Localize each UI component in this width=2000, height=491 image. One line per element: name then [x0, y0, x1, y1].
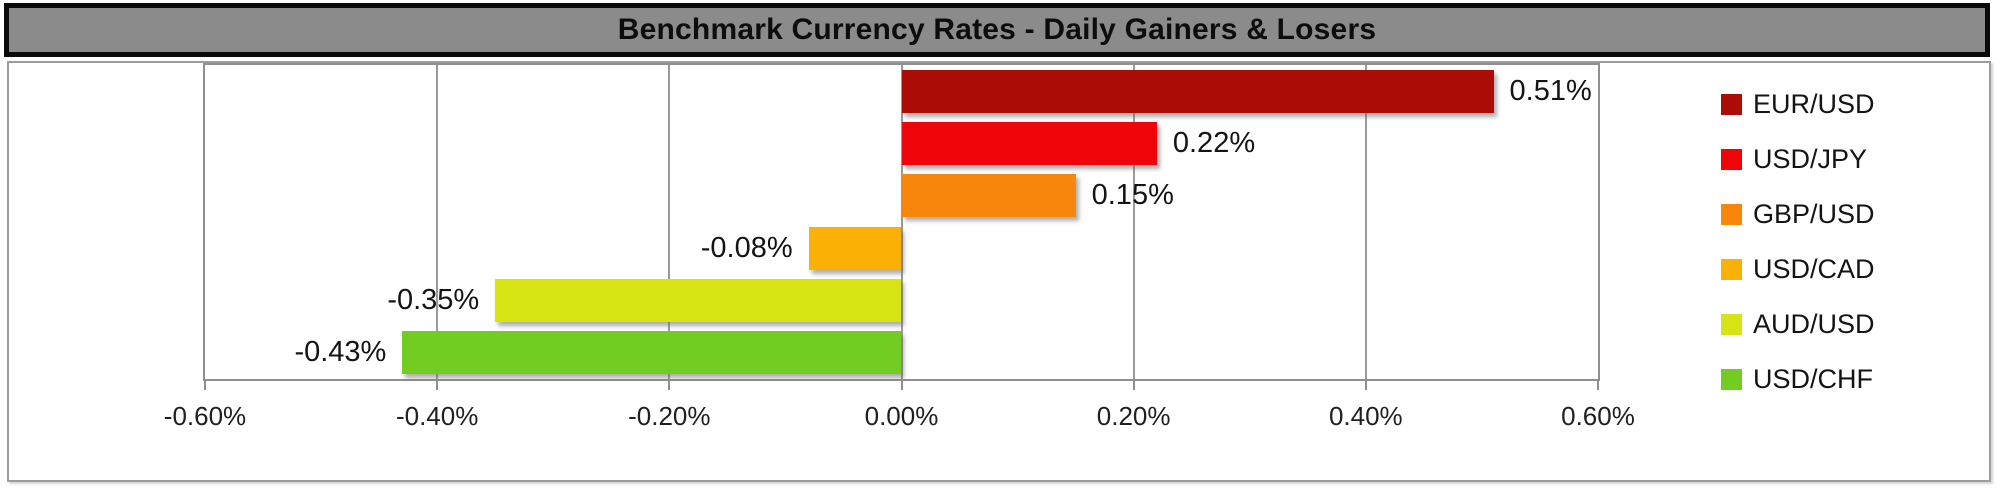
legend: EUR/USD USD/JPY GBP/USD USD/CAD AUD/USD USD/C…	[1721, 77, 1875, 407]
chart-bar-aud-usd[interactable]	[495, 279, 902, 322]
legend-item-aud-usd[interactable]: AUD/USD	[1721, 297, 1875, 352]
zero-gridline	[900, 65, 903, 379]
legend-swatch-icon	[1721, 369, 1742, 390]
chart-bar-gbp-usd[interactable]	[901, 174, 1076, 218]
legend-label: USD/CHF	[1753, 364, 1873, 394]
bar-value-label: -0.43%	[294, 336, 387, 369]
legend-label: USD/CAD	[1753, 254, 1875, 284]
axis-tick	[1597, 381, 1599, 390]
axis-tick	[436, 381, 439, 390]
legend-swatch-icon	[1721, 204, 1742, 225]
legend-label: AUD/USD	[1753, 309, 1875, 339]
legend-swatch-icon	[1721, 314, 1742, 335]
x-tick-label: -0.60%	[163, 401, 247, 431]
legend-item-gbp-usd[interactable]: GBP/USD	[1721, 187, 1875, 242]
x-tick-label: 0.00%	[864, 401, 939, 431]
x-tick-label: -0.20%	[628, 401, 711, 431]
bar-value-label: -0.08%	[700, 231, 793, 264]
legend-swatch-icon	[1721, 259, 1742, 280]
legend-label: USD/JPY	[1753, 144, 1868, 174]
axis-tick	[668, 381, 671, 390]
legend-label: EUR/USD	[1753, 89, 1875, 119]
bar-value-label: 0.22%	[1172, 127, 1256, 159]
chart-bar-eur-usd[interactable]	[901, 69, 1494, 113]
x-tick-label: 0.40%	[1328, 401, 1403, 431]
chart-area: 0.51% 0.22% 0.15% -0.08% -0.35% -0.43% -0.60%…	[7, 61, 1991, 482]
chart-bar-usd-jpy[interactable]	[901, 122, 1157, 165]
gridline	[1132, 65, 1135, 379]
axis-tick	[900, 381, 903, 390]
chart-title: Benchmark Currency Rates - Daily Gainers…	[617, 13, 1377, 46]
chart-bar-usd-cad[interactable]	[808, 226, 902, 270]
legend-swatch-icon	[1721, 94, 1742, 115]
legend-item-eur-usd[interactable]: EUR/USD	[1721, 77, 1875, 132]
bar-value-label: -0.35%	[387, 284, 480, 316]
legend-item-usd-cad[interactable]: USD/CAD	[1721, 242, 1875, 297]
x-tick-label: 0.20%	[1096, 401, 1171, 431]
gridline	[1364, 65, 1367, 379]
legend-label: GBP/USD	[1753, 199, 1875, 229]
gridline	[436, 65, 439, 379]
axis-tick	[1132, 381, 1135, 390]
legend-item-usd-chf[interactable]: USD/CHF	[1721, 352, 1875, 407]
axis-tick	[204, 381, 206, 390]
bar-value-label: 0.15%	[1091, 179, 1174, 212]
gridline	[668, 65, 671, 379]
x-tick-label: -0.40%	[395, 401, 479, 431]
chart-bar-usd-chf[interactable]	[402, 331, 902, 375]
axis-tick	[1364, 381, 1367, 390]
legend-item-usd-jpy[interactable]: USD/JPY	[1721, 132, 1875, 187]
chart-title-banner: Benchmark Currency Rates - Daily Gainers…	[4, 3, 1990, 57]
legend-swatch-icon	[1721, 149, 1742, 170]
bar-value-label: 0.51%	[1509, 74, 1592, 107]
x-tick-label: 0.60%	[1561, 401, 1635, 431]
plot-area: 0.51% 0.22% 0.15% -0.08% -0.35% -0.43%	[203, 63, 1600, 381]
